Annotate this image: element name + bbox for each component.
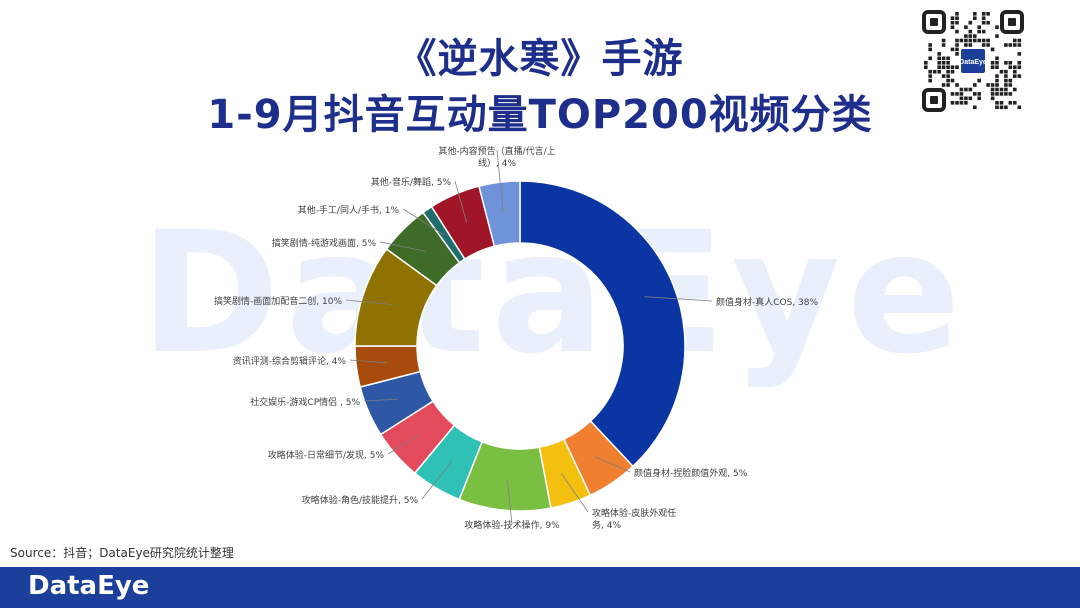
leader-line — [595, 456, 631, 473]
leader-line — [345, 299, 393, 305]
leader-line — [363, 398, 398, 402]
donut-slice — [519, 180, 686, 468]
data-label: 攻略体验-皮肤外观任务, 4% — [592, 507, 676, 531]
leader-line — [421, 461, 453, 500]
leader-line — [644, 296, 713, 302]
data-label: 颜值身材-真人COS, 38% — [716, 296, 819, 308]
leader-line — [561, 473, 589, 513]
leader-line — [387, 434, 420, 455]
leader-line — [454, 180, 468, 224]
data-label: 颜值身材-捏脸颜值外观, 5% — [634, 467, 748, 479]
leader-line — [349, 359, 388, 364]
leader-line — [506, 479, 513, 525]
footer-logo: DataEye — [28, 571, 150, 601]
category-donut-chart: 颜值身材-真人COS, 38% 颜值身材-捏脸颜值外观, 5% 攻略体验-皮肤外观任… — [214, 145, 819, 531]
data-label: 其他-内容预告（直播/代言/上线）, 4% — [438, 145, 555, 169]
data-label: 社交娱乐-游戏CP情侣 , 5% — [250, 396, 360, 408]
leader-line — [379, 241, 426, 252]
leader-line — [402, 208, 445, 236]
data-label: 搞笑剧情-纯游戏画面, 5% — [272, 237, 377, 249]
data-label: 其他-音乐/舞蹈, 5% — [371, 176, 452, 188]
page-title-line1: 《逆水寒》手游 — [396, 36, 684, 82]
data-label: 资讯评测-综合剪辑评论, 4% — [233, 355, 347, 367]
page-title-line2: 1-9月抖音互动量TOP200视频分类 — [207, 92, 873, 138]
data-label: 攻略体验-技术操作, 9% — [464, 519, 560, 531]
data-label: 攻略体验-日常细节/发现, 5% — [268, 449, 385, 461]
qr-code: DataEye — [920, 8, 1026, 114]
data-label: 其他-手工/同人/手书, 1% — [298, 204, 400, 216]
source-note: Source：抖音；DataEye研究院统计整理 — [10, 546, 234, 560]
footer-bar: DataEye — [0, 567, 1080, 608]
donut-slice — [478, 180, 521, 248]
leader-line — [496, 149, 504, 214]
data-label: 搞笑剧情-画面加配音二创, 10% — [214, 295, 342, 307]
qr-center-logo: DataEye — [959, 59, 987, 66]
data-label: 攻略体验-角色/技能提升, 5% — [302, 494, 419, 506]
